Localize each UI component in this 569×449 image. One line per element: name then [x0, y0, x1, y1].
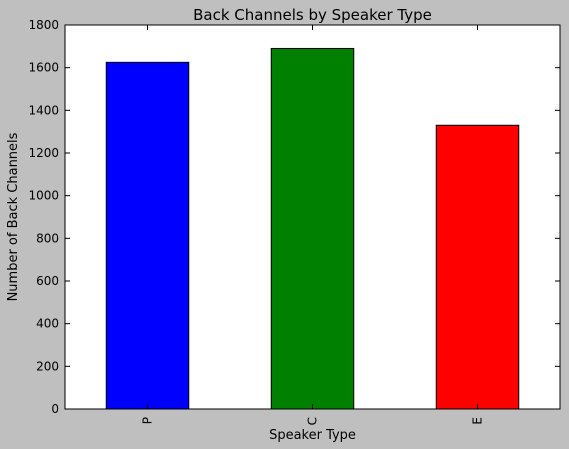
plot-frame: [64, 24, 561, 410]
bars-group: [105, 47, 520, 410]
y-ticks-group: 0 200 400 600 800 1000 1200 1400 1600 1800: [28, 18, 560, 416]
y-tick-label: 800: [36, 231, 59, 245]
bar-c: [270, 47, 355, 410]
x-tick-label: P: [141, 417, 155, 424]
y-tick-label: 200: [36, 359, 59, 373]
bar-p: [105, 61, 190, 410]
x-tick-label: C: [306, 417, 320, 425]
y-tick-label: 600: [36, 274, 59, 288]
y-tick-label: 1000: [28, 189, 59, 203]
y-tick-label: 1600: [28, 61, 59, 75]
y-tick-label: 400: [36, 317, 59, 331]
y-tick-label: 1400: [28, 103, 59, 117]
x-axis-label: Speaker Type: [269, 428, 356, 443]
y-tick-label: 0: [51, 402, 59, 416]
y-tick-label: 1200: [28, 146, 59, 160]
chart-title: Back Channels by Speaker Type: [193, 6, 432, 24]
y-axis-label: Number of Back Channels: [6, 132, 21, 301]
y-tick-label: 1800: [28, 18, 59, 32]
x-tick-label: E: [471, 417, 485, 425]
bar-e: [435, 124, 520, 410]
